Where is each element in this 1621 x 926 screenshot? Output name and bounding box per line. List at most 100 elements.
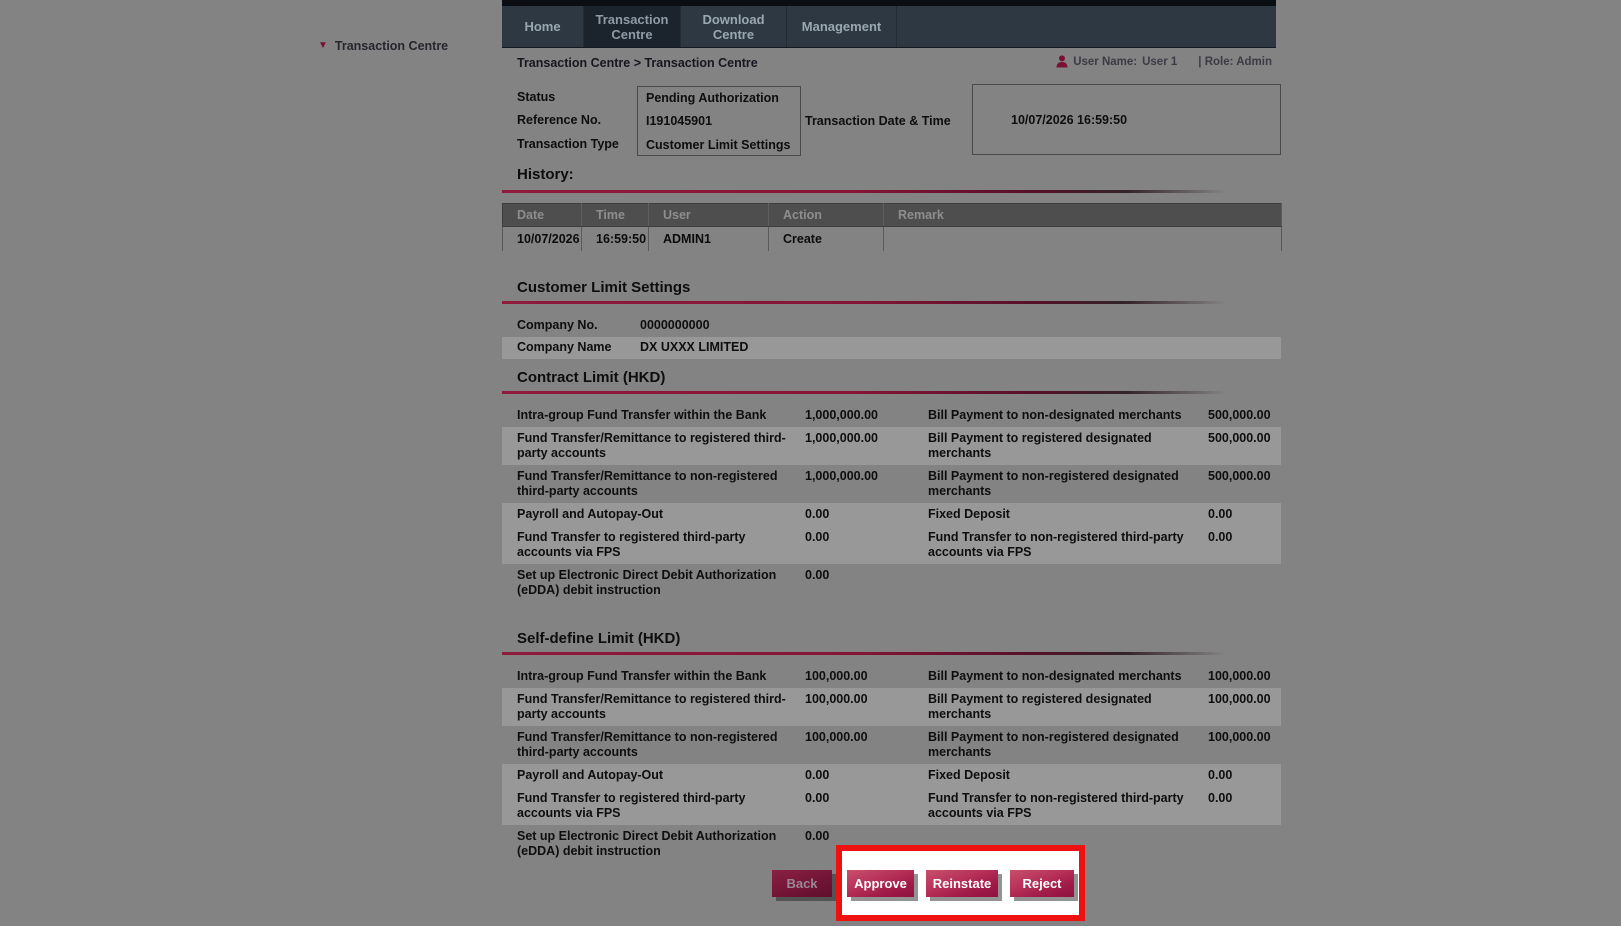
- history-col-time: Time: [581, 203, 649, 227]
- self-define-limit-rule: [502, 652, 1281, 655]
- tab-transaction-centre[interactable]: Transaction Centre: [584, 6, 681, 47]
- history-table: Date Time User Action Remark 10/07/2026 …: [502, 203, 1282, 251]
- back-button[interactable]: Back: [772, 870, 832, 897]
- limit-label: Fixed Deposit: [928, 507, 1010, 521]
- history-header-row: Date Time User Action Remark: [502, 203, 1282, 227]
- company-name-value: DX UXXX LIMITED: [640, 340, 749, 354]
- limit-row: Set up Electronic Direct Debit Authoriza…: [502, 825, 1281, 863]
- history-date: 10/07/2026: [502, 226, 582, 251]
- transaction-type-value: Customer Limit Settings: [646, 138, 791, 152]
- limit-value: 0.00: [805, 568, 830, 582]
- limit-row: Intra-group Fund Transfer within the Ban…: [502, 404, 1281, 427]
- limit-value: [1208, 829, 1296, 859]
- limit-label: Fund Transfer/Remittance to non-register…: [517, 469, 778, 498]
- limit-label: Intra-group Fund Transfer within the Ban…: [517, 669, 767, 683]
- limit-label: Bill Payment to registered designated me…: [928, 692, 1152, 721]
- history-time: 16:59:50: [581, 226, 649, 251]
- limit-label: Bill Payment to non-registered designate…: [928, 730, 1179, 759]
- triangle-down-icon: ▼: [318, 40, 328, 51]
- limit-label: Fund Transfer/Remittance to non-register…: [517, 730, 778, 759]
- limit-label: Fund Transfer/Remittance to registered t…: [517, 692, 786, 721]
- limit-value: 500,000.00: [1208, 431, 1271, 445]
- history-heading: History:: [517, 166, 574, 183]
- customer-limit-heading: Customer Limit Settings: [517, 279, 691, 296]
- user-role: | Role: Admin: [1198, 55, 1272, 68]
- user-name-value: User 1: [1142, 55, 1178, 68]
- history-col-remark: Remark: [883, 203, 1282, 227]
- limit-label: Fund Transfer to non-registered third-pa…: [928, 791, 1184, 820]
- highlight-annotation-box: Approve Reinstate Reject: [836, 845, 1085, 921]
- user-info: User Name: User 1 | Role: Admin: [1056, 55, 1272, 68]
- limit-label: Fund Transfer/Remittance to registered t…: [517, 431, 786, 460]
- limit-value: 0.00: [805, 530, 830, 544]
- history-rule: [502, 190, 1281, 193]
- status-value: Pending Authorization: [646, 91, 779, 105]
- limit-value: 100,000.00: [1208, 692, 1271, 706]
- limit-row: Payroll and Autopay-Out 0.00 Fixed Depos…: [502, 764, 1281, 787]
- sidebar-item-transaction-centre[interactable]: ▼ Transaction Centre: [318, 39, 448, 53]
- limit-label: Payroll and Autopay-Out: [517, 507, 664, 521]
- limit-value: 100,000.00: [805, 669, 868, 683]
- user-name-label: User Name:: [1073, 55, 1138, 68]
- limit-label: Set up Electronic Direct Debit Authoriza…: [517, 829, 777, 858]
- contract-limit-rule: [502, 391, 1281, 394]
- customer-limit-rule: [502, 301, 1281, 304]
- company-no-value: 0000000000: [640, 318, 710, 332]
- limit-value: 0.00: [805, 768, 830, 782]
- limit-value: 100,000.00: [1208, 730, 1271, 744]
- history-col-action: Action: [768, 203, 884, 227]
- sidebar-item-label: Transaction Centre: [334, 39, 449, 53]
- history-user: ADMIN1: [648, 226, 769, 251]
- user-icon: [1056, 55, 1068, 68]
- limit-label: Bill Payment to non-designated merchants: [928, 408, 1182, 422]
- self-define-limit-table: Intra-group Fund Transfer within the Ban…: [502, 665, 1281, 863]
- limit-value: 100,000.00: [1208, 669, 1271, 683]
- limit-value: 0.00: [805, 507, 830, 521]
- history-action: Create: [768, 226, 884, 251]
- limit-value: 100,000.00: [805, 692, 868, 706]
- limit-label: Set up Electronic Direct Debit Authoriza…: [517, 568, 777, 597]
- breadcrumb[interactable]: Transaction Centre > Transaction Centre: [517, 56, 758, 70]
- limit-row: Fund Transfer/Remittance to non-register…: [502, 465, 1281, 503]
- reject-button[interactable]: Reject: [1010, 869, 1074, 897]
- tab-home[interactable]: Home: [502, 6, 584, 47]
- reinstate-button[interactable]: Reinstate: [926, 869, 998, 897]
- limit-value: 1,000,000.00: [805, 431, 878, 445]
- self-define-limit-heading: Self-define Limit (HKD): [517, 630, 681, 647]
- datetime-box: 10/07/2026 16:59:50: [972, 84, 1281, 155]
- contract-limit-table: Intra-group Fund Transfer within the Ban…: [502, 404, 1281, 602]
- limit-row: Payroll and Autopay-Out 0.00 Fixed Depos…: [502, 503, 1281, 526]
- limit-value: 0.00: [805, 829, 830, 843]
- limit-row: Set up Electronic Direct Debit Authoriza…: [502, 564, 1281, 602]
- limit-row: Fund Transfer to registered third-party …: [502, 526, 1281, 564]
- limit-value: 1,000,000.00: [805, 408, 878, 422]
- reference-label: Reference No.: [517, 113, 602, 127]
- limit-value: 1,000,000.00: [805, 469, 878, 483]
- limit-value: 0.00: [805, 791, 830, 805]
- approve-button[interactable]: Approve: [847, 869, 914, 897]
- top-nav: Home Transaction Centre Download Centre …: [502, 0, 1276, 48]
- limit-row: Fund Transfer/Remittance to non-register…: [502, 726, 1281, 764]
- limit-label: Payroll and Autopay-Out: [517, 768, 664, 782]
- limit-value: 100,000.00: [805, 730, 868, 744]
- history-remark: [883, 226, 1282, 251]
- status-label: Status: [517, 90, 556, 104]
- company-name-label: Company Name: [517, 340, 612, 354]
- summary-value-box: Pending Authorization I191045901 Custome…: [637, 86, 801, 156]
- datetime-label: Transaction Date & Time: [805, 114, 951, 128]
- limit-label: Fund Transfer to non-registered third-pa…: [928, 530, 1184, 559]
- company-no-row: Company No. 0000000000: [502, 315, 1281, 337]
- limit-value: 0.00: [1208, 791, 1233, 805]
- limit-value: 500,000.00: [1208, 469, 1271, 483]
- limit-label: Fund Transfer to registered third-party …: [517, 530, 746, 559]
- limit-value: 0.00: [1208, 507, 1233, 521]
- history-row: 10/07/2026 16:59:50 ADMIN1 Create: [502, 226, 1282, 251]
- contract-limit-heading: Contract Limit (HKD): [517, 369, 666, 386]
- tab-download-centre[interactable]: Download Centre: [681, 6, 787, 47]
- history-col-user: User: [648, 203, 769, 227]
- limit-label: Fund Transfer to registered third-party …: [517, 791, 746, 820]
- limit-label: Intra-group Fund Transfer within the Ban…: [517, 408, 767, 422]
- tab-management[interactable]: Management: [787, 6, 897, 47]
- reference-value: I191045901: [646, 114, 713, 128]
